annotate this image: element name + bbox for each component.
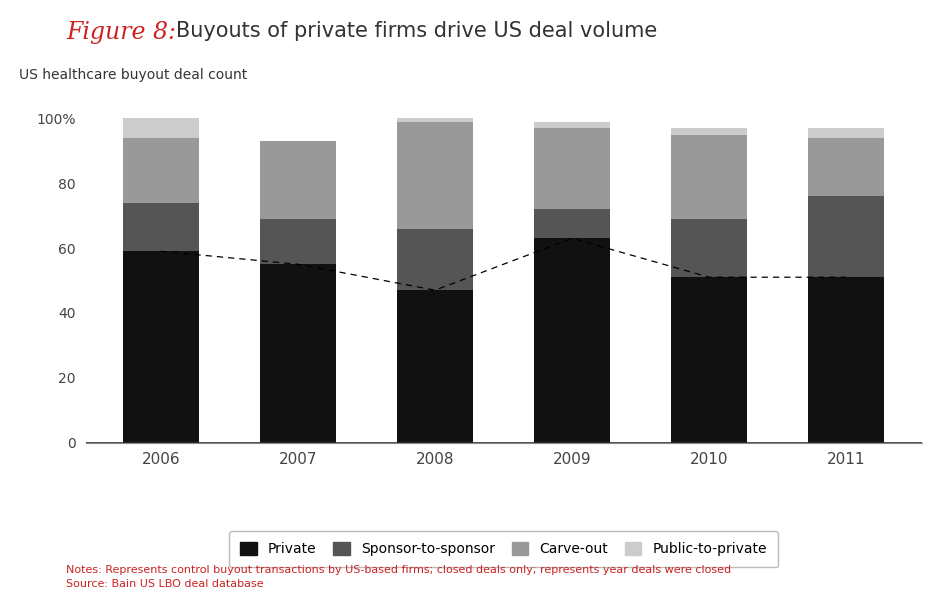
- Text: Buyouts of private firms drive US deal volume: Buyouts of private firms drive US deal v…: [176, 21, 657, 41]
- Bar: [397, 290, 473, 443]
- Bar: [808, 138, 884, 196]
- Text: Notes: Represents control buyout transactions by US-based firms; closed deals on: Notes: Represents control buyout transac…: [66, 565, 732, 575]
- Bar: [672, 219, 747, 277]
- Bar: [534, 239, 610, 443]
- Bar: [534, 121, 610, 128]
- Bar: [808, 128, 884, 138]
- Bar: [672, 135, 747, 219]
- Bar: [124, 118, 199, 138]
- Bar: [124, 138, 199, 203]
- Bar: [672, 277, 747, 443]
- Bar: [534, 209, 610, 239]
- Bar: [260, 264, 335, 443]
- Bar: [260, 141, 335, 219]
- Bar: [534, 128, 610, 209]
- Bar: [808, 196, 884, 277]
- Bar: [397, 121, 473, 228]
- Text: Source: Bain US LBO deal database: Source: Bain US LBO deal database: [66, 579, 264, 589]
- Bar: [672, 128, 747, 135]
- Bar: [808, 277, 884, 443]
- Bar: [124, 251, 199, 443]
- Bar: [397, 228, 473, 290]
- Text: Figure 8:: Figure 8:: [66, 21, 177, 44]
- Legend: Private, Sponsor-to-sponsor, Carve-out, Public-to-private: Private, Sponsor-to-sponsor, Carve-out, …: [229, 531, 778, 568]
- Bar: [124, 203, 199, 251]
- Bar: [260, 219, 335, 264]
- Text: US healthcare buyout deal count: US healthcare buyout deal count: [19, 68, 247, 82]
- Bar: [397, 118, 473, 121]
